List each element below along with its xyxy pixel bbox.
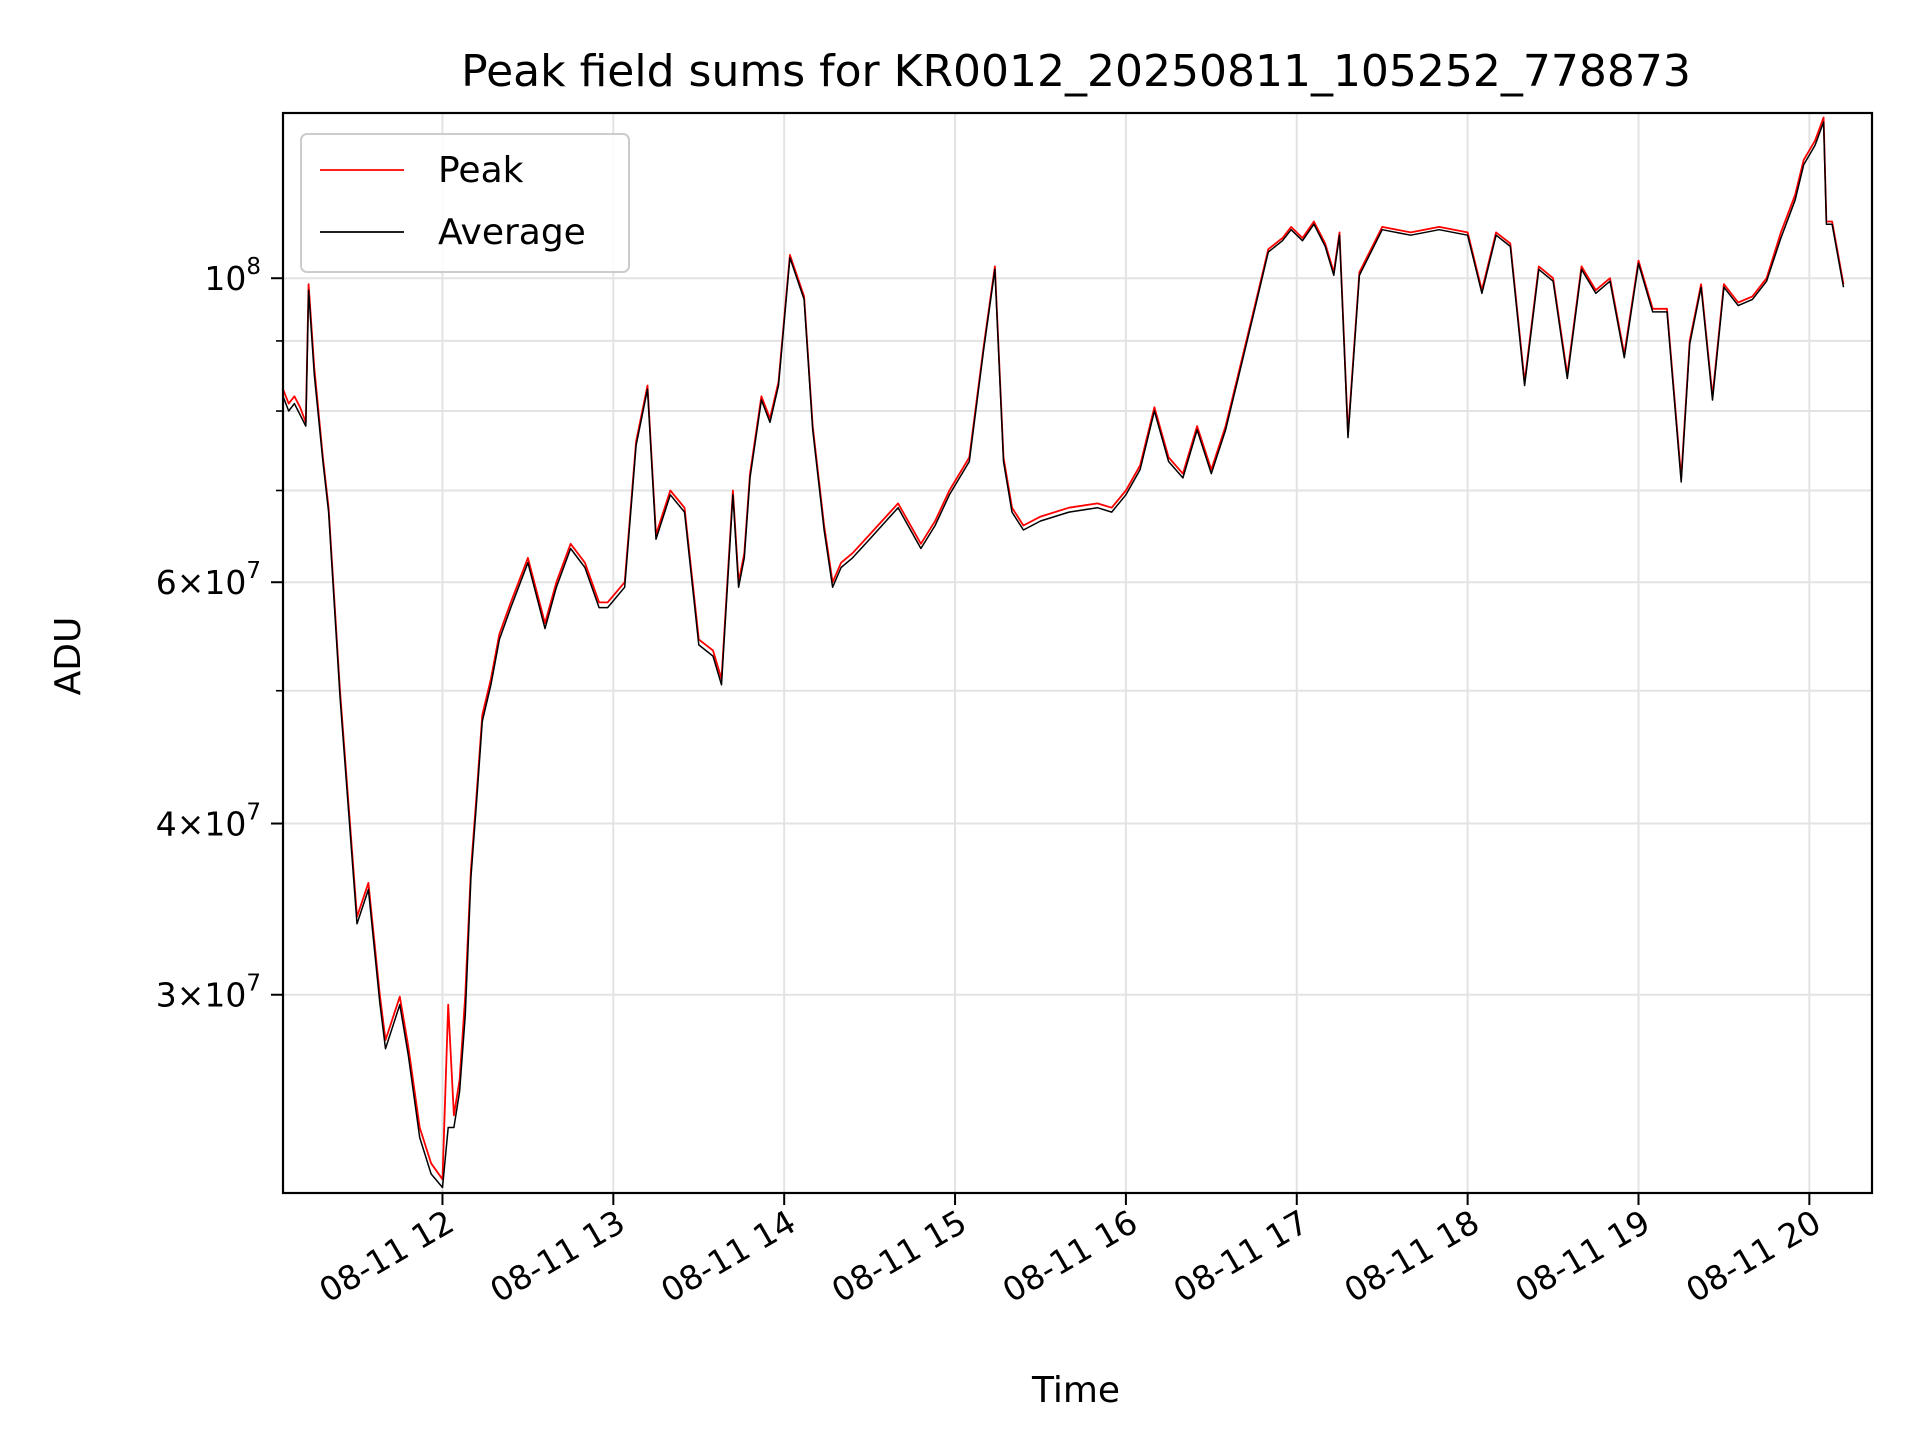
x-axis-title: Time: [1031, 1370, 1120, 1411]
y-tick-label: 3×107: [156, 971, 261, 1015]
legend: Peak Average: [300, 133, 630, 273]
chart-title: Peak field sums for KR0012_20250811_1052…: [461, 46, 1691, 97]
legend-label-average: Average: [438, 212, 586, 253]
y-tick-label: 4×107: [156, 800, 261, 844]
grid: [283, 113, 1872, 1193]
plot-series: [282, 116, 1845, 1189]
series-line-peak: [282, 116, 1845, 1181]
legend-label-peak: Peak: [438, 150, 524, 191]
y-axis-ticks: 108 6×107 4×107 3×107: [156, 254, 283, 1015]
plot-frame: [281, 111, 1874, 1195]
series-line-average: [282, 121, 1845, 1189]
y-tick-label: 108: [204, 254, 261, 298]
y-axis-title: ADU: [48, 617, 89, 696]
y-tick-label: 6×107: [156, 558, 261, 602]
legend-box: [300, 133, 630, 273]
